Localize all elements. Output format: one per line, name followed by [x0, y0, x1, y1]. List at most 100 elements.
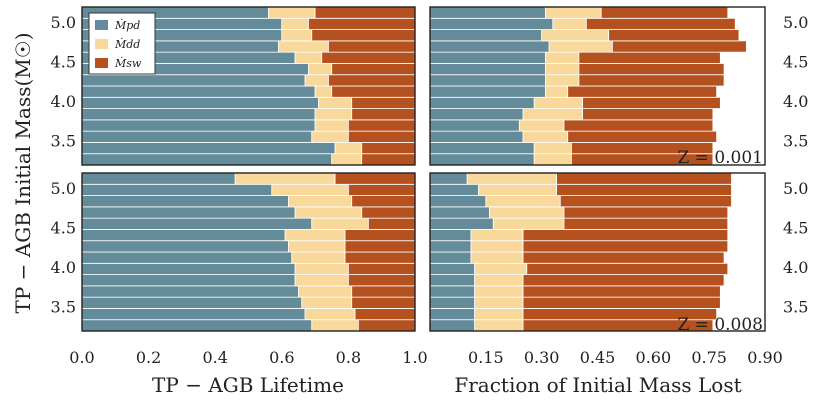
bar-sw-top-right-6 [567, 85, 718, 98]
bar-sw-top-right-13 [600, 6, 729, 19]
bar-sw-top-left-6 [331, 85, 416, 98]
bar-sw-top-left-11 [311, 29, 416, 42]
bar-dd-bottom-left-2 [301, 296, 353, 309]
bar-sw-top-left-8 [331, 63, 416, 76]
bar-dd-top-right-6 [544, 85, 569, 98]
bar-sw-bottom-left-9 [367, 217, 416, 230]
bar-dd-bottom-left-11 [288, 195, 353, 208]
bar-pd-top-right-4 [429, 108, 524, 121]
y-tick-label-top-right-1: 4.0 [783, 92, 808, 111]
bar-sw-top-right-5 [582, 96, 721, 109]
bar-dd-bottom-left-9 [311, 217, 369, 230]
legend-label-dd: Ṁdd [114, 37, 140, 51]
bar-dd-top-left-8 [308, 63, 333, 76]
bar-pd-bottom-right-12 [429, 183, 479, 196]
bar-dd-bottom-right-1 [474, 308, 524, 321]
bar-sw-top-right-10 [611, 40, 747, 53]
bar-dd-top-left-0 [331, 153, 363, 166]
bar-dd-bottom-right-2 [474, 296, 524, 309]
y-tick-label-top-right-0: 3.5 [783, 131, 808, 150]
y-tick-label-bottom-left-1: 4.0 [51, 258, 76, 277]
x-tick-label-bottom-left-3: 0.6 [269, 348, 294, 367]
bar-sw-bottom-right-2 [522, 296, 721, 309]
bar-dd-top-right-12 [552, 17, 587, 30]
bar-sw-top-right-8 [578, 63, 725, 76]
y-tick-label-bottom-right-3: 5.0 [783, 179, 808, 198]
y-tick-label-top-right-3: 5.0 [783, 13, 808, 32]
bar-dd-top-right-1 [533, 142, 572, 155]
bar-sw-top-right-12 [585, 17, 736, 30]
bar-pd-top-left-0 [81, 153, 333, 166]
bar-dd-bottom-right-5 [474, 262, 528, 275]
legend-label-pd: Ṁpd [114, 18, 140, 32]
bar-dd-top-left-12 [281, 17, 309, 30]
bar-sw-bottom-left-3 [351, 285, 416, 298]
bar-dd-bottom-left-13 [234, 172, 336, 185]
x-tick-label-bottom-left-1: 0.2 [136, 348, 161, 367]
bar-sw-bottom-right-3 [522, 285, 721, 298]
x-tick-label-bottom-right-3: 0.60 [636, 348, 672, 367]
x-tick-label-bottom-right-5: 0.90 [747, 348, 783, 367]
y-tick-label-bottom-right-1: 4.0 [783, 258, 808, 277]
bar-dd-top-left-11 [281, 29, 313, 42]
bar-sw-bottom-left-4 [347, 274, 416, 287]
bar-sw-bottom-right-12 [556, 183, 732, 196]
y-tick-label-bottom-left-0: 3.5 [51, 297, 76, 316]
bar-pd-bottom-left-5 [81, 262, 296, 275]
bar-pd-top-right-10 [429, 40, 550, 53]
bar-dd-bottom-left-5 [294, 262, 349, 275]
bar-dd-top-right-8 [544, 63, 580, 76]
bar-dd-bottom-right-6 [470, 251, 524, 264]
bar-sw-bottom-right-4 [522, 274, 725, 287]
x-tick-label-bottom-left-5: 1.0 [402, 348, 427, 367]
bar-pd-bottom-right-5 [429, 262, 476, 275]
bar-sw-top-right-3 [563, 119, 714, 132]
bar-dd-top-right-0 [533, 153, 572, 166]
bar-sw-bottom-left-13 [334, 172, 416, 185]
bar-sw-bottom-left-7 [344, 240, 416, 253]
bar-pd-top-right-13 [429, 6, 546, 19]
panel-bottom-left: 3.5 4.0 4.5 5.0 0.0 0.2 0.4 0.6 0.8 1.0 [51, 172, 428, 367]
bar-dd-top-right-9 [544, 51, 580, 64]
bar-sw-top-left-9 [321, 51, 416, 64]
bar-dd-top-left-10 [278, 40, 329, 53]
bar-pd-bottom-right-3 [429, 285, 476, 298]
bar-dd-top-right-13 [544, 6, 602, 19]
bar-sw-bottom-right-5 [526, 262, 729, 275]
bar-sw-top-right-11 [608, 29, 740, 42]
bar-dd-top-right-4 [522, 108, 584, 121]
bar-pd-bottom-left-11 [81, 195, 289, 208]
bar-sw-bottom-right-9 [563, 217, 729, 230]
bar-dd-bottom-right-9 [492, 217, 565, 230]
bar-dd-bottom-left-4 [294, 274, 349, 287]
y-tick-label-bottom-right-2: 4.5 [783, 218, 808, 237]
bar-pd-top-right-2 [429, 130, 524, 143]
bar-pd-top-right-7 [429, 74, 546, 87]
bar-sw-top-left-3 [347, 119, 416, 132]
bar-pd-bottom-left-3 [81, 285, 299, 298]
bar-dd-bottom-left-10 [294, 206, 363, 219]
bar-pd-bottom-right-2 [429, 296, 476, 309]
y-tick-label-top-left-3: 5.0 [51, 13, 76, 32]
x-tick-label-bottom-right-1: 0.30 [524, 348, 560, 367]
panel-top-right: 3.5 4.0 4.5 5.0 [429, 6, 808, 166]
bar-dd-bottom-right-13 [466, 172, 557, 185]
x-tick-label-bottom-right-4: 0.75 [691, 348, 727, 367]
bar-pd-bottom-left-12 [81, 183, 273, 196]
bar-sw-top-left-12 [308, 17, 416, 30]
legend: Ṁpd Ṁdd Ṁsw [88, 12, 156, 75]
bar-sw-top-right-2 [567, 130, 718, 143]
bar-dd-bottom-left-0 [311, 319, 359, 332]
y-tick-label-bottom-left-3: 5.0 [51, 179, 76, 198]
bar-sw-top-left-10 [328, 40, 416, 53]
bar-sw-top-right-9 [578, 51, 721, 64]
x-axis-title-left: TP − AGB Lifetime [152, 373, 344, 397]
panel-frame-bottom-right [429, 172, 766, 332]
bar-pd-top-right-1 [429, 142, 535, 155]
bar-dd-bottom-right-10 [489, 206, 565, 219]
bar-sw-bottom-left-0 [357, 319, 416, 332]
bar-pd-bottom-left-0 [81, 319, 313, 332]
bar-pd-bottom-left-4 [81, 274, 296, 287]
bar-sw-top-right-4 [582, 108, 714, 121]
